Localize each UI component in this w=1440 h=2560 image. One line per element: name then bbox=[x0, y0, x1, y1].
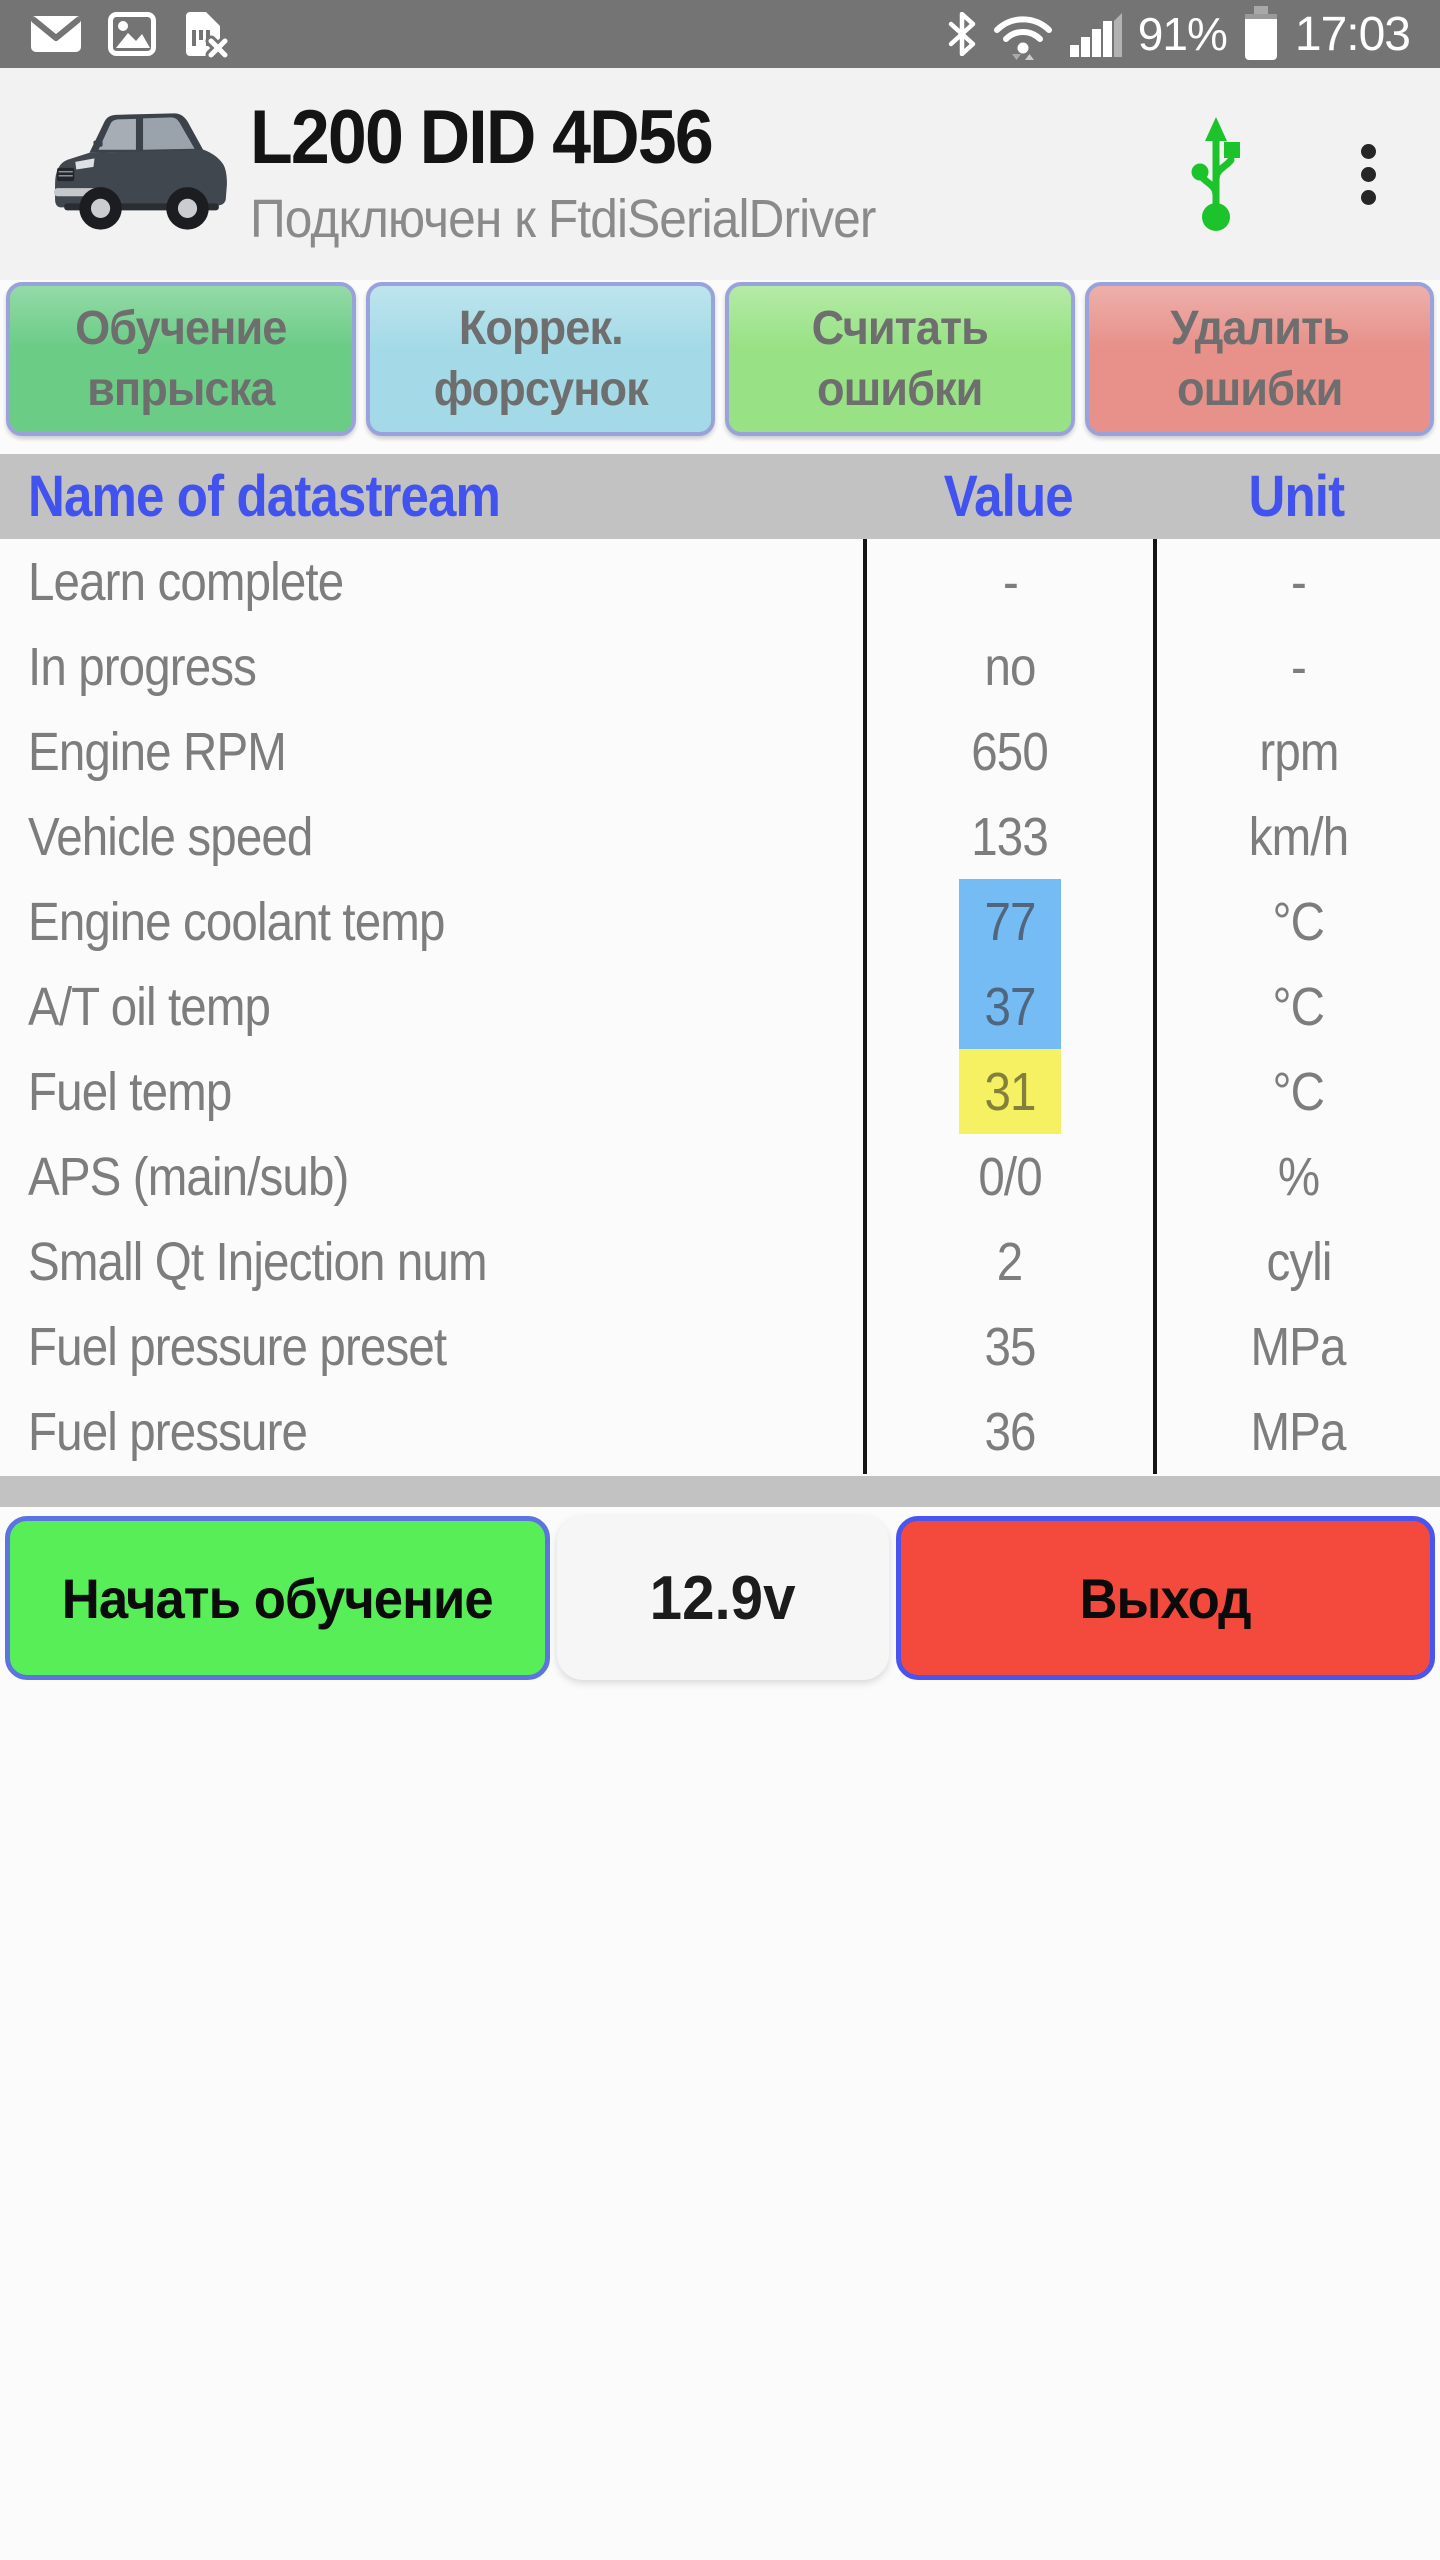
action-button-row: Обучение впрыска Коррек. форсунок Считат… bbox=[6, 282, 1434, 436]
table-row[interactable]: Fuel pressure preset 35 MPa bbox=[28, 1316, 1347, 1377]
table-row[interactable]: Fuel pressure 36 MPa bbox=[28, 1401, 1347, 1462]
gmail-notification-icon bbox=[31, 16, 81, 52]
table-row[interactable]: In progress no - bbox=[28, 636, 1307, 697]
overflow-menu-icon[interactable] bbox=[1360, 143, 1376, 205]
highlighted-value-blue: 37 bbox=[959, 964, 1061, 1049]
table-row[interactable]: Engine RPM 650 rpm bbox=[28, 721, 1339, 782]
vehicle-image bbox=[50, 95, 232, 253]
start-learning-button[interactable]: Начать обучение bbox=[5, 1516, 550, 1680]
column-header-unit: Unit bbox=[1248, 464, 1346, 529]
clear-errors-button[interactable]: Удалить ошибки bbox=[1084, 282, 1434, 436]
column-divider bbox=[1153, 539, 1157, 1474]
table-row[interactable]: Vehicle speed 133 km/h bbox=[28, 806, 1349, 867]
column-header-value: Value bbox=[943, 464, 1074, 529]
battery-percent-label: 91% bbox=[1137, 8, 1228, 60]
column-header-name: Name of datastream bbox=[28, 464, 501, 529]
read-errors-button[interactable]: Считать ошибки bbox=[725, 282, 1075, 436]
exit-button[interactable]: Выход bbox=[896, 1516, 1435, 1680]
clock-label: 17:03 bbox=[1294, 7, 1411, 61]
table-row[interactable]: Engine coolant temp 77 °C bbox=[0, 879, 1440, 964]
bluetooth-icon bbox=[948, 12, 976, 56]
usb-connected-icon bbox=[1190, 115, 1242, 233]
battery-voltage-display: 12.9v bbox=[557, 1516, 889, 1680]
header-titles: L200 DID 4D56 Подключен к FtdiSerialDriv… bbox=[250, 98, 930, 250]
table-row[interactable]: Small Qt Injection num 2 cyli bbox=[28, 1231, 1332, 1292]
wifi-icon bbox=[993, 16, 1052, 60]
highlighted-value-yellow: 31 bbox=[959, 1049, 1061, 1134]
battery-icon bbox=[1244, 6, 1277, 60]
table-header: Name of datastream Value Unit bbox=[0, 454, 1440, 539]
table-row[interactable]: Fuel temp 31 °C bbox=[0, 1049, 1440, 1134]
separator-bar bbox=[0, 1476, 1440, 1507]
table-row[interactable]: Learn complete - - bbox=[28, 551, 1307, 612]
datastream-table: Learn complete - - In progress no - Engi… bbox=[0, 539, 1440, 1474]
injector-correction-button[interactable]: Коррек. форсунок bbox=[365, 282, 715, 436]
bottom-button-row: Начать обучение 12.9v Выход bbox=[5, 1516, 1435, 1680]
status-bar: 91% 17:03 bbox=[0, 0, 1440, 68]
column-divider bbox=[863, 539, 867, 1474]
connection-status: Подключен к FtdiSerialDriver bbox=[250, 188, 876, 249]
page-title: L200 DID 4D56 bbox=[250, 95, 714, 181]
signal-strength-icon bbox=[1069, 13, 1122, 57]
table-row[interactable]: APS (main/sub) 0/0 % bbox=[28, 1146, 1320, 1207]
injection-learning-button[interactable]: Обучение впрыска bbox=[6, 282, 356, 436]
gallery-notification-icon bbox=[108, 12, 156, 56]
app-header: L200 DID 4D56 Подключен к FtdiSerialDriv… bbox=[0, 68, 1440, 280]
notification-icons bbox=[30, 10, 228, 58]
system-status-icons: 91% 17:03 bbox=[948, 6, 1411, 62]
highlighted-value-blue: 77 bbox=[959, 879, 1061, 964]
sim-missing-icon bbox=[186, 12, 228, 58]
table-row[interactable]: A/T oil temp 37 °C bbox=[0, 964, 1440, 1049]
